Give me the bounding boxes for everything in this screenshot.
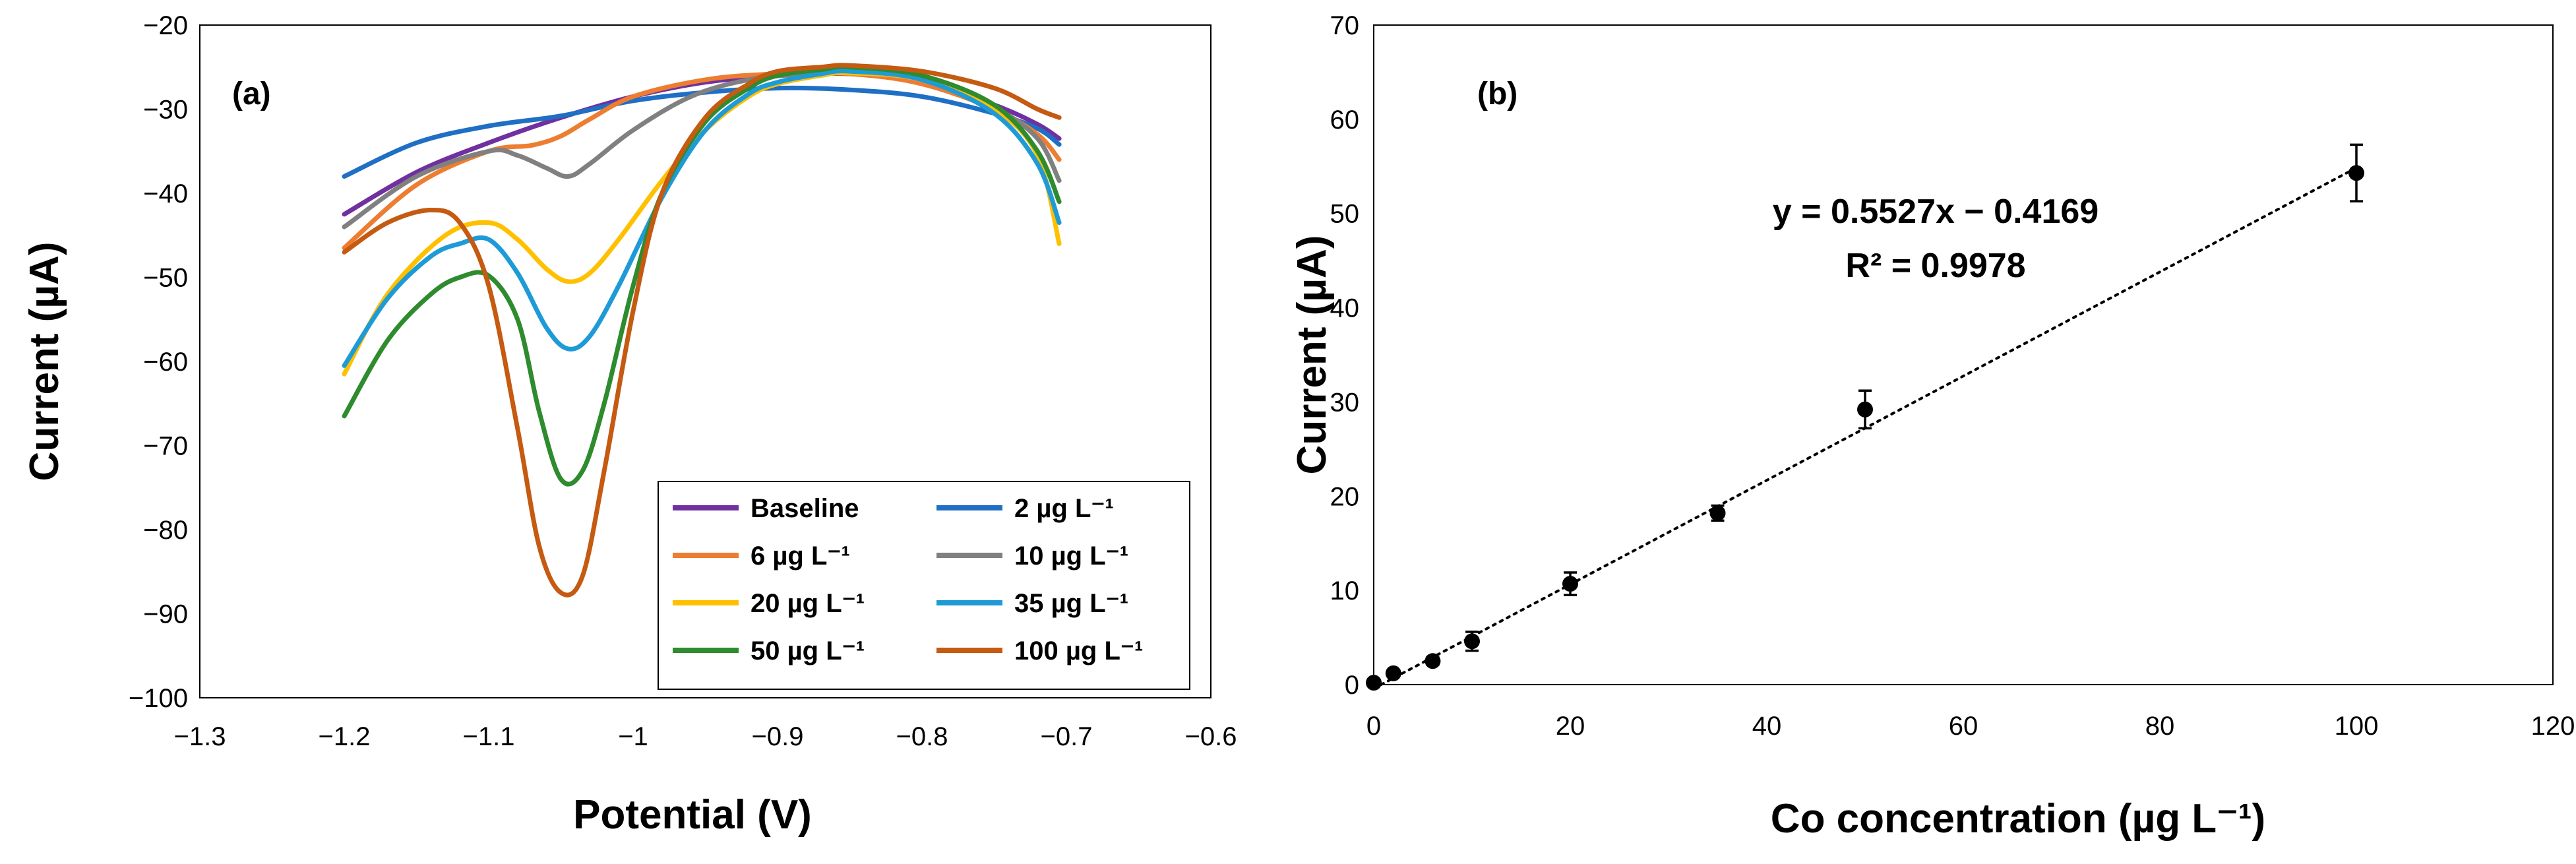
panel-b-y-tick-label: 0 <box>1345 671 1359 700</box>
panel-b-y-tick-label: 40 <box>1330 294 1360 323</box>
legend-entry: 20 µg L⁻¹ <box>751 589 865 618</box>
panel-b-y-tick-label: 50 <box>1330 200 1360 229</box>
panel-b-label: (b) <box>1477 77 1518 111</box>
panel-b-x-tick-label: 120 <box>2531 712 2575 741</box>
panel-a-x-tick-label: −1.2 <box>319 722 371 751</box>
legend-box <box>658 481 1190 690</box>
panel-a-y-tick-label: −40 <box>143 179 188 208</box>
panel-b-x-tick-label: 60 <box>1949 712 1978 741</box>
panel-a-x-tick-label: −1.1 <box>463 722 515 751</box>
data-point <box>1709 505 1726 521</box>
panel-a-y-tick-label: −50 <box>143 264 188 293</box>
legend-entry: 10 µg L⁻¹ <box>1014 541 1128 571</box>
legend-entry: 2 µg L⁻¹ <box>1014 494 1114 523</box>
data-point <box>1385 665 1401 681</box>
data-point <box>1857 401 1873 417</box>
panel-b-y-tick-label: 70 <box>1330 11 1360 40</box>
panel-b-y-tick-label: 60 <box>1330 106 1360 135</box>
panel-b-x-axis-label: Co concentration (µg L⁻¹) <box>1771 796 2265 842</box>
data-point <box>1464 633 1480 650</box>
panel-a-x-tick-label: −1.3 <box>174 722 226 751</box>
panel-a-x-tick-label: −0.9 <box>752 722 804 751</box>
series-line-6 <box>342 69 1062 368</box>
panel-b-plot-frame <box>1373 24 2554 685</box>
legend-entry: Baseline <box>751 494 859 523</box>
regression-equation: y = 0.5527x − 0.4169 <box>1773 193 2099 231</box>
panel-a-chart: −20 −30 −40 −50 −60 −70 −80 −90 −100 −1.3 −1.2 −1.1… <box>22 11 1237 838</box>
panel-a-x-tick-label: −1 <box>618 722 648 751</box>
legend-entry: 50 µg L⁻¹ <box>751 636 865 665</box>
panel-a-x-tick-label: −0.7 <box>1041 722 1093 751</box>
data-point <box>1562 576 1578 592</box>
data-point <box>2348 165 2364 181</box>
panel-a-y-tick-label: −60 <box>143 348 188 377</box>
panel-a-x-axis-label: Potential (V) <box>573 792 812 838</box>
panel-b-y-tick-label: 10 <box>1330 576 1360 605</box>
panel-b-chart: 0 10 20 30 40 50 60 70 0 20 40 60 80 100 120 (b) y = 0… <box>1289 11 2575 842</box>
panel-a-y-tick-label: −100 <box>129 684 188 713</box>
panel-b-x-tick-label: 80 <box>2145 712 2175 741</box>
data-point <box>1366 675 1382 691</box>
panel-a-x-tick-label: −0.6 <box>1185 722 1237 751</box>
trendline <box>1380 166 2358 686</box>
panel-b-y-tick-label: 30 <box>1330 388 1360 417</box>
series-line-5 <box>342 70 1062 377</box>
series-line-8 <box>342 63 1062 598</box>
series-line-7 <box>342 64 1062 487</box>
panel-b-y-tick-label: 20 <box>1330 482 1360 511</box>
legend-entry: 35 µg L⁻¹ <box>1014 589 1128 618</box>
panel-b-y-axis-label: Current (µA) <box>1289 235 1335 475</box>
panel-a-plot-frame <box>199 24 1211 698</box>
panel-b-x-tick-label: 100 <box>2335 712 2379 741</box>
panel-a-legend: Baseline 2 µg L⁻¹ 6 µg L⁻¹ 10 µg L⁻¹ 20 µg L… <box>658 481 1190 690</box>
panel-a-y-tick-label: −30 <box>143 96 188 125</box>
panel-b-x-tick-label: 20 <box>1556 712 1585 741</box>
panel-b-x-tick-label: 0 <box>1366 712 1381 741</box>
panel-a-x-tick-label: −0.8 <box>896 722 948 751</box>
panel-a-label: (a) <box>232 77 271 111</box>
r-squared: R² = 0.9978 <box>1845 247 2025 285</box>
legend-entry: 100 µg L⁻¹ <box>1014 636 1143 665</box>
panel-a-y-tick-label: −80 <box>143 516 188 545</box>
panel-a-y-tick-label: −20 <box>143 11 188 40</box>
panel-b-x-tick-label: 40 <box>1752 712 1782 741</box>
data-point <box>1425 653 1441 669</box>
panel-a-y-axis-label: Current (µA) <box>22 242 67 481</box>
legend-entry: 6 µg L⁻¹ <box>751 541 850 571</box>
panel-a-y-tick-label: −90 <box>143 600 188 629</box>
panel-a-y-tick-label: −70 <box>143 432 188 461</box>
